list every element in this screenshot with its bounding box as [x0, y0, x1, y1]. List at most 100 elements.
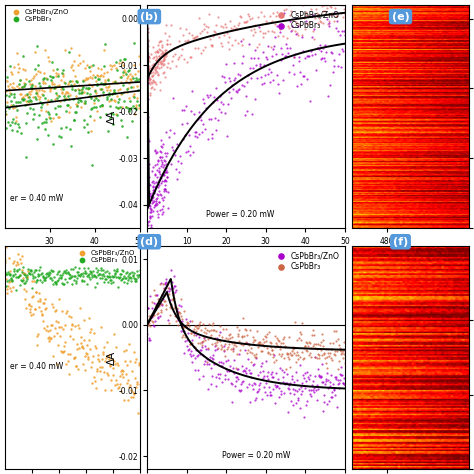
Point — [218, 98, 225, 106]
Point — [149, 207, 156, 215]
Point — [295, 385, 303, 392]
Point — [337, 376, 344, 384]
Point — [197, 346, 205, 354]
Point — [54, 94, 61, 102]
Point — [280, 7, 288, 14]
Point — [93, 279, 101, 286]
Point — [89, 162, 96, 169]
Point — [145, 74, 153, 82]
Point — [173, 307, 181, 315]
Point — [308, 392, 315, 400]
Point — [72, 108, 79, 116]
Point — [205, 93, 212, 101]
Point — [144, 28, 152, 36]
Point — [57, 323, 64, 331]
Point — [293, 348, 301, 356]
Point — [36, 93, 44, 100]
Point — [100, 272, 108, 280]
Point — [111, 77, 118, 85]
Point — [162, 280, 169, 287]
Point — [149, 64, 157, 72]
Point — [39, 77, 47, 85]
Point — [73, 79, 81, 86]
Point — [262, 379, 270, 386]
Point — [248, 382, 256, 389]
Point — [13, 258, 20, 265]
Point — [53, 277, 61, 284]
Point — [147, 50, 155, 58]
Point — [153, 200, 161, 208]
Point — [13, 266, 21, 274]
Point — [313, 346, 321, 353]
Point — [301, 26, 309, 33]
Point — [152, 81, 159, 88]
Point — [271, 381, 278, 389]
Point — [146, 75, 154, 83]
Point — [123, 279, 130, 287]
Point — [317, 346, 324, 354]
Point — [156, 54, 164, 62]
Point — [201, 125, 209, 133]
Legend: CsPbBr₃/ZnO, CsPbBr₃: CsPbBr₃/ZnO, CsPbBr₃ — [272, 250, 341, 273]
Point — [289, 401, 297, 409]
Point — [117, 117, 125, 124]
Point — [162, 21, 170, 29]
Point — [73, 77, 81, 85]
Point — [117, 367, 125, 374]
Point — [135, 359, 143, 367]
Point — [267, 68, 275, 76]
Point — [4, 268, 12, 276]
Point — [162, 52, 170, 60]
Point — [61, 268, 69, 276]
Point — [160, 287, 167, 294]
Point — [68, 325, 75, 333]
Point — [6, 89, 13, 97]
Point — [146, 91, 154, 99]
Point — [152, 201, 159, 209]
Point — [59, 72, 67, 80]
Point — [336, 346, 344, 354]
Point — [148, 194, 156, 201]
Point — [127, 387, 135, 394]
Point — [76, 51, 83, 59]
Point — [204, 344, 212, 352]
Point — [145, 43, 152, 50]
Point — [200, 25, 207, 33]
Point — [37, 307, 45, 314]
Point — [171, 272, 178, 280]
Point — [148, 212, 156, 219]
Point — [312, 340, 320, 347]
Point — [5, 85, 12, 92]
Point — [236, 387, 244, 394]
Point — [96, 363, 103, 371]
Point — [115, 86, 122, 93]
Point — [41, 305, 49, 313]
Point — [123, 269, 131, 276]
Point — [305, 352, 312, 359]
Point — [340, 374, 348, 382]
Point — [146, 316, 154, 324]
Point — [182, 322, 190, 329]
Point — [253, 328, 261, 335]
Point — [258, 20, 265, 28]
Point — [283, 45, 291, 52]
Point — [328, 49, 336, 56]
Point — [4, 82, 12, 90]
Point — [9, 80, 17, 87]
Point — [112, 103, 120, 111]
Point — [278, 57, 285, 64]
Point — [103, 273, 111, 280]
Point — [323, 400, 330, 408]
Point — [255, 385, 263, 393]
Y-axis label: ΔA: ΔA — [107, 109, 117, 124]
Point — [286, 44, 293, 52]
Point — [6, 284, 13, 292]
Point — [196, 109, 203, 116]
Point — [320, 54, 328, 61]
Point — [299, 47, 306, 55]
Point — [157, 308, 165, 315]
Point — [85, 337, 93, 344]
Point — [4, 98, 11, 105]
Point — [162, 49, 170, 57]
Point — [191, 326, 198, 333]
